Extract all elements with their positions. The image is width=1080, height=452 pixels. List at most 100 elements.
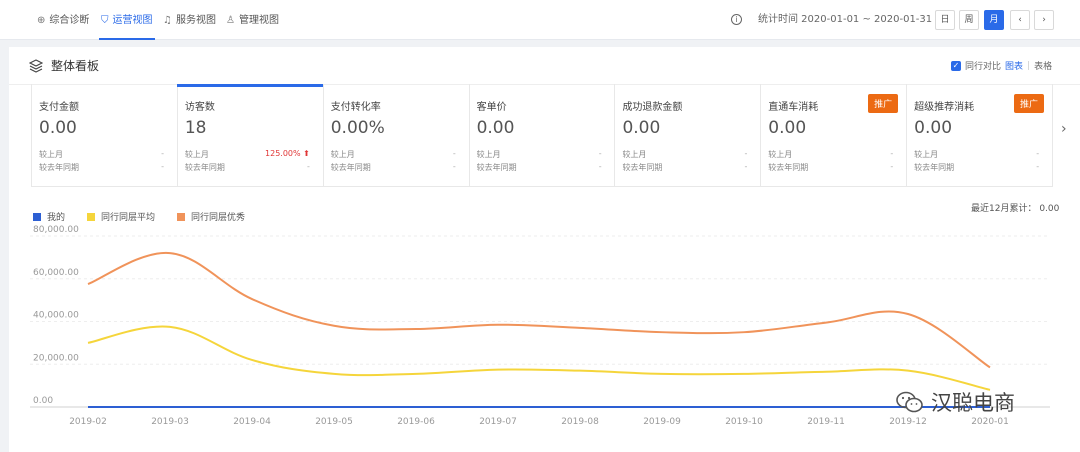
metric-value: 18: [184, 118, 207, 138]
x-tick-label: 2019-07: [479, 417, 517, 427]
tab-service-view[interactable]: ♫ 服务视图: [163, 0, 216, 40]
mom-label: 较上月: [914, 150, 939, 159]
metric-card-avg-order-value[interactable]: 客单价 0.00 较上月 - 较去年同期 -: [470, 84, 616, 186]
stat-time-range: 统计时间 2020-01-01 ~ 2020-01-31: [758, 14, 933, 25]
period-month-button[interactable]: 月: [984, 10, 1004, 30]
metric-card-ztc-spend[interactable]: 直通车消耗 0.00 推广 较上月 - 较去年同期 -: [761, 84, 908, 186]
tab-label: 运营视图: [112, 14, 153, 26]
yoy-value: -: [598, 162, 602, 171]
legend-item-peer-top[interactable]: 同行同层优秀: [177, 210, 245, 223]
view-table-link[interactable]: 表格: [1034, 62, 1053, 72]
prev-period-button[interactable]: ‹: [1010, 10, 1030, 30]
tab-overall-diagnosis[interactable]: ⊕ 综合诊断: [37, 0, 89, 40]
legend-swatch: [33, 212, 41, 221]
x-tick-label: 2019-08: [561, 417, 599, 427]
y-tick-label: 40,000.00: [33, 311, 79, 321]
peer-compare-checkbox[interactable]: ✓: [951, 60, 961, 71]
x-tick-label: 2019-12: [889, 417, 927, 427]
panel-title: 整体看板: [51, 59, 100, 73]
peer-compare-label: 同行对比: [965, 62, 1002, 72]
tab-operations-view[interactable]: ⛉ 运营视图: [99, 0, 154, 40]
mom-label: 较上月: [768, 150, 793, 159]
metric-label: 直通车消耗: [768, 102, 819, 113]
metric-value: 0.00: [768, 118, 807, 138]
info-icon[interactable]: i: [731, 14, 742, 25]
watermark: 汉聪电商: [895, 387, 1015, 417]
metric-value: 0.00: [914, 118, 953, 138]
legend-item-peer-average[interactable]: 同行同层平均: [87, 210, 155, 223]
legend-swatch: [177, 212, 186, 221]
y-tick-label: 20,000.00: [33, 353, 79, 363]
legend-swatch: [87, 212, 96, 221]
yoy-value: -: [306, 162, 310, 171]
metric-card-payment-amount[interactable]: 支付金额 0.00 较上月 - 较去年同期 -: [32, 84, 178, 186]
mom-value: 125.00% ⬆: [265, 149, 310, 158]
yoy-value: -: [1036, 162, 1040, 171]
mom-label: 较上月: [622, 150, 647, 159]
x-tick-label: 2019-03: [151, 417, 189, 427]
next-period-button[interactable]: ›: [1034, 10, 1054, 30]
mom-value: -: [161, 149, 164, 158]
chevron-right-icon[interactable]: ›: [1061, 121, 1067, 137]
panel-header: 整体看板: [29, 57, 99, 74]
yoy-row: 较去年同期 -: [914, 162, 1045, 173]
legend-label: 同行同层优秀: [191, 213, 246, 223]
series-line-peer-average: [87, 325, 991, 391]
target-icon: ⊕: [37, 14, 46, 26]
mom-value: -: [744, 149, 748, 158]
yoy-value: -: [452, 162, 456, 171]
yoy-row: 较去年同期 -: [331, 162, 462, 173]
mom-row: 较上月 -: [622, 149, 753, 160]
yoy-label: 较去年同期: [476, 163, 517, 172]
overall-dashboard-panel: 整体看板 ✓ 同行对比 图表 | 表格 支付金额 0.00 较上月 - 较去年同期…: [9, 47, 1080, 452]
view-chart-link[interactable]: 图表: [1005, 62, 1024, 72]
yoy-label: 较去年同期: [39, 163, 79, 172]
metric-label: 超级推荐消耗: [914, 102, 975, 113]
metric-label: 支付转化率: [330, 102, 381, 113]
legend-label: 我的: [47, 213, 66, 223]
divider: [9, 84, 1080, 85]
x-tick-label: 2019-04: [233, 417, 271, 427]
metric-card-refund-amount[interactable]: 成功退款金额 0.00 较上月 - 较去年同期 -: [615, 84, 762, 186]
mom-label: 较上月: [39, 150, 63, 159]
promote-button[interactable]: 推广: [868, 94, 899, 113]
mom-row: 较上月 -: [768, 149, 899, 160]
yoy-value: -: [161, 162, 164, 171]
metric-value: 0.00%: [330, 118, 385, 138]
yoy-row: 较去年同期 -: [185, 162, 316, 173]
metric-label: 成功退款金额: [622, 102, 683, 113]
yoy-row: 较去年同期 -: [622, 162, 753, 173]
mom-label: 较上月: [184, 150, 209, 159]
mom-value: -: [1036, 149, 1040, 158]
legend-label: 同行同层平均: [101, 213, 156, 223]
mom-row: 较上月 -: [914, 149, 1045, 160]
yoy-row: 较去年同期 -: [768, 162, 899, 173]
shield-icon: ⛉: [101, 14, 109, 26]
y-tick-label: 60,000.00: [33, 268, 79, 278]
yoy-label: 较去年同期: [622, 163, 663, 172]
x-tick-label: 2019-11: [807, 417, 845, 427]
headset-icon: ♫: [163, 14, 172, 26]
period-week-button[interactable]: 周: [959, 10, 979, 30]
metric-card-visitors[interactable]: 访客数 18 较上月 125.00% ⬆ 较去年同期 -: [176, 84, 324, 186]
promote-button[interactable]: 推广: [1014, 94, 1045, 113]
layers-icon: [29, 58, 43, 73]
x-tick-label: 2019-10: [725, 417, 763, 427]
last-12-months-total: 最近12月累计： 0.00: [971, 204, 1060, 214]
top-nav-bar: ⊕ 综合诊断 ⛉ 运营视图 ♫ 服务视图 ♙ 管理视图 i 统计时间 2020-…: [0, 0, 1080, 40]
metric-card-super-recommend-spend[interactable]: 超级推荐消耗 0.00 推广 较上月 - 较去年同期 -: [907, 84, 1052, 186]
tab-label: 综合诊断: [49, 14, 90, 26]
metric-value: 0.00: [476, 118, 515, 138]
wechat-icon: [896, 391, 923, 413]
metric-cards: 支付金额 0.00 较上月 - 较去年同期 - 访客数 18 较上月 125.00% …: [31, 84, 1053, 187]
tab-management-view[interactable]: ♙ 管理视图: [226, 0, 279, 40]
metric-label: 访客数: [184, 102, 215, 113]
metric-card-conversion-rate[interactable]: 支付转化率 0.00% 较上月 - 较去年同期 -: [324, 84, 470, 186]
mom-row: 较上月 125.00% ⬆: [185, 149, 316, 160]
x-tick-label: 2020-01: [971, 417, 1009, 427]
legend-item-mine[interactable]: 我的: [33, 210, 65, 223]
period-day-button[interactable]: 日: [935, 10, 955, 30]
metric-label: 客单价: [476, 102, 507, 113]
mom-label: 较上月: [330, 150, 355, 159]
